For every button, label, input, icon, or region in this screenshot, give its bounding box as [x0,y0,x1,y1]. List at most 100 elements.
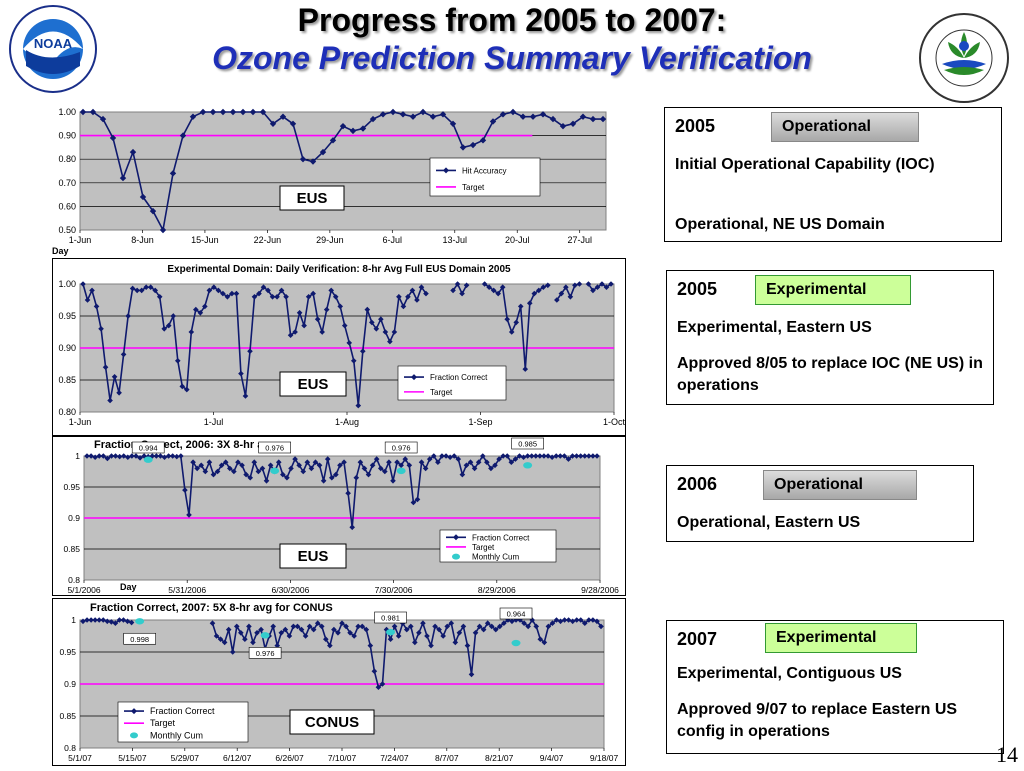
data-point [590,287,596,294]
data-point [217,636,224,642]
data-point [431,453,437,459]
data-point [541,453,547,459]
data-point [343,623,349,630]
data-point [382,468,388,475]
legend-label: Hit Accuracy [462,166,506,175]
data-point [576,281,583,287]
data-point [508,329,515,335]
data-point [112,453,119,459]
monthly-cum-annotation-box [384,441,418,454]
y-tick-label: 1.00 [58,279,76,289]
status-box-2006: 2006 Operational Operational, Eastern US [666,465,974,542]
chart-2005-ioc: 0.50 0.60 0.70 0.80 0.90 1.00 1-Jun 8-Jun 15-Jun… [50,107,610,260]
data-point [549,620,556,626]
data-point [379,111,387,118]
data-point [288,465,294,472]
data-point [540,284,547,290]
operational-badge: Operational [771,112,919,142]
data-point [104,618,111,625]
domain-label: EUS [298,376,329,393]
chart-2005-experimental: Experimental Domain: Daily Verification:… [52,258,626,436]
monthly-cum-annotation-box [499,607,533,620]
x-tick-label: 5/31/2006 [168,585,206,595]
x-tick-label: 29-Jun [316,235,344,245]
data-point [416,630,422,636]
domain-label-box [279,185,345,211]
data-point [414,496,421,503]
data-point [306,623,313,630]
legend-swatch-marker [131,708,137,715]
data-point [319,148,327,156]
data-point [469,141,477,149]
data-point [569,120,577,127]
data-point [341,322,348,329]
data-point [327,642,333,649]
data-point [323,306,330,313]
data-point [183,386,190,393]
data-point [565,617,572,623]
data-point [391,623,398,630]
data-point [120,453,127,459]
data-point [410,499,417,506]
data-point [247,474,253,481]
x-tick-label: 7/24/07 [380,753,409,763]
status-box-2005-experimental: 2005 Experimental Experimental, Eastern … [666,270,994,405]
y-tick-label: 0.9 [64,679,76,689]
data-point [242,393,249,399]
data-point [559,122,567,130]
data-point [463,282,470,289]
title-line-1: Progress from 2005 to 2007: [297,2,727,38]
y-tick-label: 0.50 [58,225,76,235]
y-tick-label: 0.85 [59,711,76,721]
data-point [479,137,487,144]
data-point [169,170,177,177]
data-point [444,623,451,630]
data-point [501,620,507,626]
data-point [310,290,316,297]
legend-label: Target [150,718,176,728]
x-tick-label: 9/28/2006 [581,585,619,595]
operational-badge: Operational [763,470,917,500]
data-point [528,453,535,459]
x-tick-label: 22-Jun [254,235,282,245]
data-point [371,668,378,674]
monthly-cum-annotation: 0.976 [256,649,275,658]
data-point [80,618,86,625]
data-point [239,108,247,116]
data-point [399,111,407,118]
data-point [214,468,221,475]
x-tick-label: 1-Aug [335,417,359,427]
data-point [124,618,131,625]
monthly-cum-point [511,639,521,647]
data-point [296,462,302,469]
status-line: Operational, NE US Domain [675,216,885,233]
y-tick-label: 0.9 [68,513,80,523]
data-point [188,329,195,335]
x-tick-label: 5/1/2006 [67,585,100,595]
chart-title: Experimental Domain: Daily Verification:… [167,264,511,275]
x-tick-label: 1-Jun [69,417,92,427]
x-tick-label: 13-Jul [443,235,468,245]
data-point [319,329,325,335]
data-point [423,290,429,297]
y-tick-label: 0.60 [58,201,76,211]
data-point [108,453,115,459]
data-point [436,626,442,633]
data-point [278,630,285,636]
data-point [590,617,596,623]
data-point [139,193,147,201]
legend-swatch-marker [411,374,417,381]
y-tick-label: 0.80 [58,154,76,164]
data-point [476,623,483,630]
data-point [112,620,119,626]
data-point [586,617,592,623]
status-year: 2005 [675,116,716,136]
data-point [565,456,572,462]
data-point [387,338,393,345]
data-point [496,456,502,462]
legend-box [439,529,557,563]
data-point [579,113,587,120]
data-point [337,303,344,310]
data-point [553,453,559,459]
data-point [250,639,256,646]
